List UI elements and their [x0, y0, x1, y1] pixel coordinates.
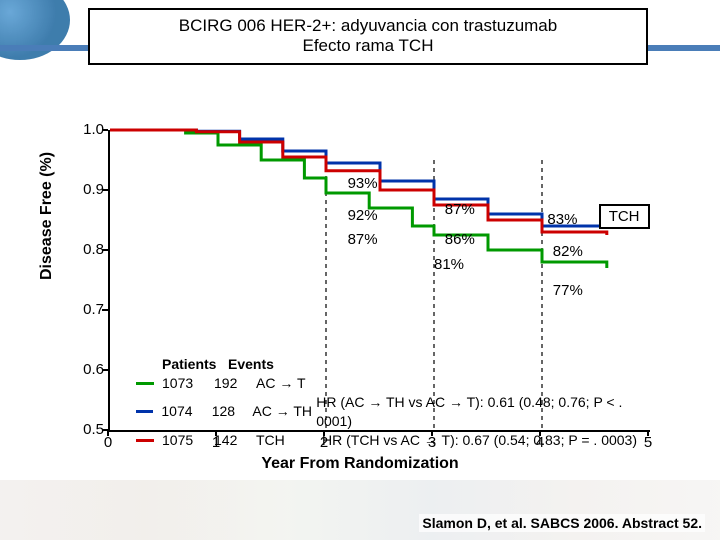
legend-row: 1073192AC → T: [130, 374, 650, 393]
y-tick: 1.0: [74, 121, 104, 138]
plot-area: 93% 92% 87% 87% 86% 81% 83% 82% 77% TCH Patients…: [108, 130, 650, 432]
value-label: 81%: [434, 256, 464, 273]
value-label: 87%: [445, 201, 475, 218]
value-label: 83%: [547, 211, 577, 228]
x-tick: 0: [98, 434, 118, 451]
km-chart: Disease Free (%) 1.00.90.80.70.60.5 0123…: [40, 100, 680, 480]
value-label: 82%: [553, 243, 583, 260]
citation: Slamon D, et al. SABCS 2006. Abstract 52…: [419, 514, 705, 532]
title-line-1: BCIRG 006 HER-2+: adyuvancia con trastuz…: [100, 16, 636, 36]
legend-row: 1074128AC → THHR (AC → TH vs AC → T): 0.…: [130, 393, 650, 431]
tch-highlight-box: TCH: [599, 204, 650, 229]
legend-header: PatientsEvents: [130, 355, 650, 374]
value-label: 92%: [348, 207, 378, 224]
legend: PatientsEvents1073192AC → T1074128AC → T…: [130, 355, 650, 449]
y-tick: 0.9: [74, 181, 104, 198]
title-line-2: Efecto rama TCH: [100, 36, 636, 56]
y-tick: 0.7: [74, 301, 104, 318]
value-label: 77%: [553, 282, 583, 299]
value-label: 87%: [348, 231, 378, 248]
value-label: 93%: [348, 175, 378, 192]
legend-row: 1075142TCHHR (TCH vs AC → T): 0.67 (0.54…: [130, 431, 650, 450]
value-label: 86%: [445, 231, 475, 248]
y-tick: 0.8: [74, 241, 104, 258]
x-axis-title: Year From Randomization: [40, 455, 680, 473]
title-box: BCIRG 006 HER-2+: adyuvancia con trastuz…: [88, 8, 648, 65]
y-tick: 0.6: [74, 361, 104, 378]
y-axis-title: Disease Free (%): [38, 152, 56, 280]
